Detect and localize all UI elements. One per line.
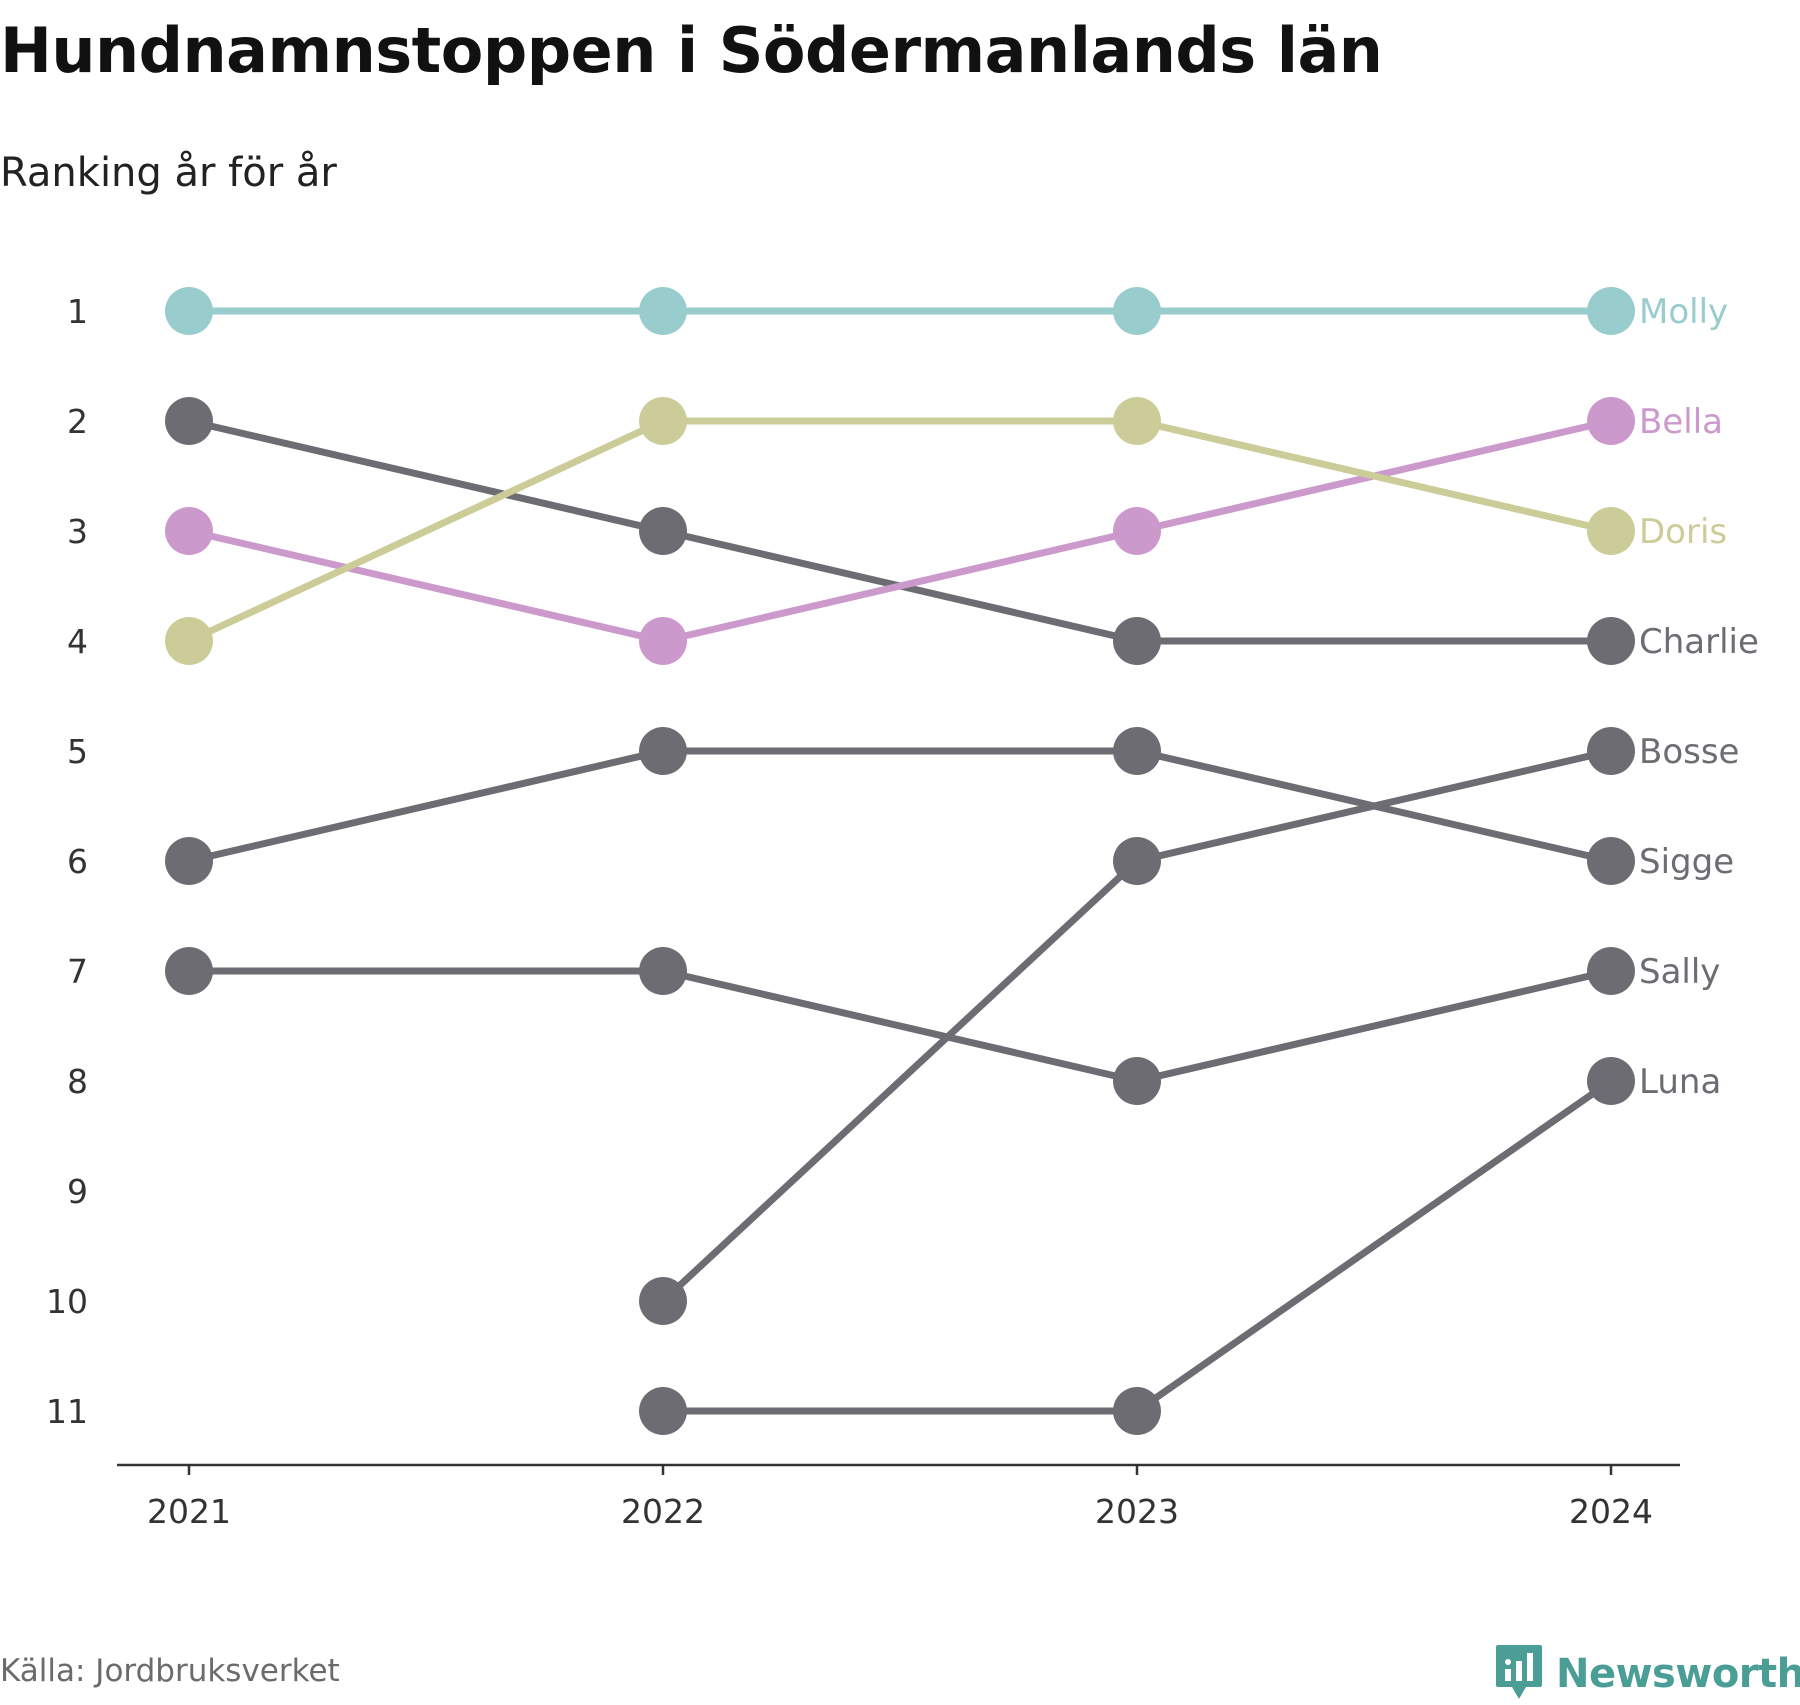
series-point-sally: [165, 947, 213, 995]
series-points: [165, 287, 1635, 1435]
series-point-bosse: [639, 1277, 687, 1325]
series-label-doris: Doris: [1639, 512, 1727, 552]
series-point-sally: [1113, 1057, 1161, 1105]
series-line-bosse: [660, 747, 1612, 1304]
y-tick-label: 9: [67, 1172, 88, 1211]
y-tick-label: 1: [67, 292, 88, 331]
x-tick-label: 2021: [147, 1492, 231, 1531]
y-tick-label: 3: [67, 512, 88, 551]
y-tick-label: 2: [67, 402, 88, 441]
series-point-molly: [1587, 287, 1635, 335]
series-point-sigge: [1113, 727, 1161, 775]
x-axis: 2021 2022 2023 2024: [117, 1463, 1680, 1531]
series-line-doris: [187, 417, 1612, 645]
x-tick-label: 2023: [1095, 1492, 1179, 1531]
series-label-bosse: Bosse: [1639, 732, 1739, 772]
series-point-bosse: [1587, 727, 1635, 775]
series-point-charlie: [1113, 617, 1161, 665]
series-point-bella: [1587, 397, 1635, 445]
source-note: Källa: Jordbruksverket: [0, 1653, 340, 1689]
x-tick-label: 2022: [621, 1492, 705, 1531]
series-point-molly: [1113, 287, 1161, 335]
series-point-doris: [639, 397, 687, 445]
x-tick-label: 2024: [1569, 1492, 1653, 1531]
y-tick-label: 5: [67, 732, 88, 771]
series-label-charlie: Charlie: [1639, 622, 1759, 662]
series-label-bella: Bella: [1639, 402, 1723, 442]
series-line-charlie: [188, 417, 1611, 645]
series-line-sigge: [188, 747, 1612, 865]
series-point-bella: [165, 507, 213, 555]
series-point-sigge: [1587, 837, 1635, 885]
series-point-sally: [639, 947, 687, 995]
newsworthy-logo-icon: [1494, 1643, 1544, 1705]
series-point-doris: [1113, 397, 1161, 445]
y-tick-label: 10: [46, 1282, 88, 1321]
brand-name: Newsworthy: [1556, 1651, 1800, 1697]
y-tick-label: 8: [67, 1062, 88, 1101]
series-label-luna: Luna: [1639, 1062, 1721, 1102]
series-line-luna: [663, 1078, 1613, 1415]
series-point-doris: [1587, 507, 1635, 555]
series-point-sally: [1587, 947, 1635, 995]
series-point-molly: [165, 287, 213, 335]
series-lines: [187, 307, 1613, 1415]
y-tick-label: 6: [67, 842, 88, 881]
series-line-sally: [189, 967, 1612, 1085]
series-point-molly: [639, 287, 687, 335]
chart-subtitle: Ranking år för år: [0, 150, 337, 196]
series-line-bella: [188, 417, 1612, 645]
y-tick-label: 4: [67, 622, 88, 661]
series-point-sigge: [639, 727, 687, 775]
series-point-charlie: [165, 397, 213, 445]
series-point-bosse: [1113, 837, 1161, 885]
series-point-luna: [639, 1387, 687, 1435]
series-point-charlie: [639, 507, 687, 555]
series-point-doris: [165, 617, 213, 665]
series-label-sigge: Sigge: [1639, 842, 1734, 882]
y-axis: 1 2 3 4 5 6 7 8 9 10 11: [46, 292, 88, 1431]
series-point-luna: [1113, 1387, 1161, 1435]
series-point-luna: [1587, 1057, 1635, 1105]
series-point-sigge: [165, 837, 213, 885]
brand-logo: Newsworthy: [1494, 1643, 1800, 1705]
series-labels: Charlie Bosse Sigge Sally Luna Molly Bella Dori…: [1639, 292, 1759, 1102]
series-label-sally: Sally: [1639, 952, 1720, 992]
y-tick-label: 11: [46, 1392, 88, 1431]
series-point-bella: [1113, 507, 1161, 555]
series-point-bella: [639, 617, 687, 665]
y-tick-label: 7: [67, 952, 88, 991]
series-label-molly: Molly: [1639, 292, 1728, 332]
chart-title: Hundnamnstoppen i Södermanlands län: [0, 14, 1383, 87]
series-point-charlie: [1587, 617, 1635, 665]
